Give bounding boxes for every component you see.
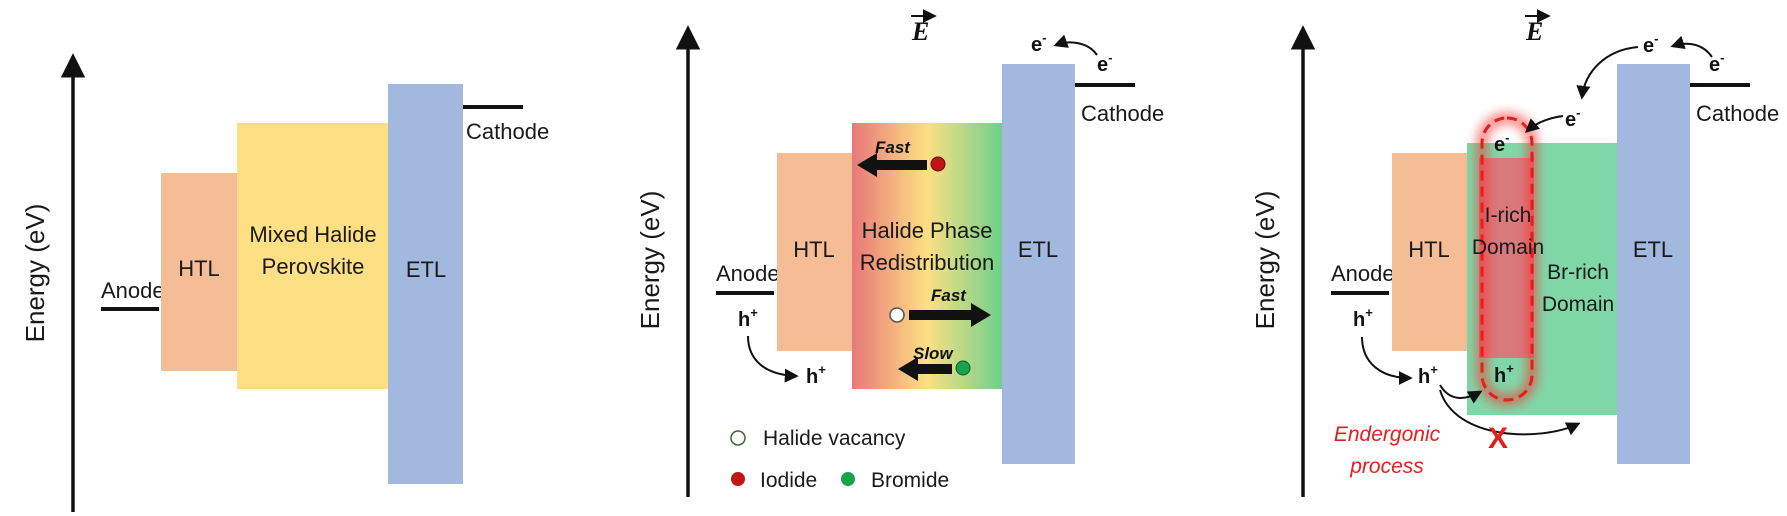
electric-field-vector: E [911, 9, 937, 46]
etl-label: ETL [1018, 237, 1058, 262]
right-arrow-icon [909, 303, 991, 327]
hole-trapped: h+ [1494, 361, 1514, 387]
legend-bromide-marker [841, 472, 855, 486]
endergonic-label-line1: Endergonic [1334, 423, 1441, 446]
electron-etl: e- [1643, 31, 1658, 57]
redistribution-label-line1: Halide Phase [862, 218, 993, 243]
hole-transfer-arrow [1361, 336, 1413, 385]
panel-3-phase-segregation: Energy (eV) E Anode HTL I-rich Domain Br… [1250, 9, 1779, 497]
energy-axis-label: Energy (eV) [20, 204, 50, 343]
blocked-transfer-arrow [1439, 389, 1581, 436]
energy-axis-label: Energy (eV) [1250, 191, 1280, 330]
i-rich-label-line1: I-rich [1485, 204, 1532, 227]
electron-interface: e- [1565, 105, 1580, 131]
electron-etl: e- [1031, 30, 1046, 56]
htl-block [777, 153, 852, 351]
anode-label: Anode [716, 261, 780, 286]
svg-text:Fast: Fast [931, 286, 967, 305]
legend-vacancy-label: Halide vacancy [763, 427, 906, 450]
etl-label: ETL [1633, 237, 1673, 262]
hole-anode: h+ [1353, 305, 1373, 331]
left-arrow-icon [857, 153, 927, 177]
vacancy-fast-migration: Fast [889, 286, 991, 327]
htl-label: HTL [793, 237, 835, 262]
iodide-fast-migration: Fast [857, 138, 946, 177]
bromide-ion [955, 360, 971, 376]
halide-vacancy [889, 307, 905, 323]
electron-transfer-arrow [1670, 35, 1713, 58]
hole-transfer-arrow [747, 335, 799, 383]
svg-text:Fast: Fast [875, 138, 911, 157]
htl-label: HTL [1408, 237, 1450, 262]
cathode-label: Cathode [1696, 101, 1779, 126]
i-rich-label-line2: Domain [1472, 236, 1544, 259]
etl-block [1002, 64, 1075, 464]
legend: Halide vacancy Iodide Bromide [730, 427, 949, 492]
legend-iodide-marker [731, 472, 745, 486]
electron-cathode: e- [1097, 50, 1112, 76]
cathode-label: Cathode [466, 119, 549, 144]
hole-htl: h+ [806, 362, 826, 388]
etl-label: ETL [406, 257, 446, 282]
hole-trap-arrow [1439, 384, 1483, 404]
endergonic-label-line2: process [1349, 455, 1424, 478]
legend-bromide-label: Bromide [871, 469, 949, 492]
redistribution-label-line2: Redistribution [860, 250, 995, 275]
br-rich-label-line2: Domain [1542, 293, 1614, 316]
electron-cathode: e- [1709, 50, 1724, 76]
bromide-slow-migration: Slow [898, 344, 971, 381]
electron-trap-arrow [1524, 115, 1564, 133]
legend-vacancy-marker [730, 430, 746, 446]
legend-iodide-label: Iodide [760, 469, 817, 492]
electron-transfer-arrow [1053, 34, 1098, 56]
i-rich-highlight-outline [1480, 116, 1534, 402]
electric-field-vector: E [1525, 9, 1551, 46]
perovskite-block [237, 123, 388, 389]
etl-block [1617, 64, 1690, 464]
energy-axis-label: Energy (eV) [635, 191, 665, 330]
etl-block [388, 84, 463, 484]
htl-block [1392, 153, 1467, 351]
svg-text:E: E [911, 17, 929, 46]
htl-label: HTL [178, 256, 220, 281]
anode-label: Anode [1331, 261, 1395, 286]
hole-htl: h+ [1418, 362, 1438, 388]
htl-block [161, 173, 237, 371]
br-rich-label-line1: Br-rich [1547, 261, 1609, 284]
anode-label: Anode [101, 278, 165, 303]
electron-trapped: e- [1494, 130, 1509, 156]
perovskite-label-line2: Perovskite [262, 254, 365, 279]
cathode-label: Cathode [1081, 101, 1164, 126]
svg-text:E: E [1525, 17, 1543, 46]
left-arrow-icon [898, 357, 952, 381]
panel-1-baseline: Energy (eV) Anode HTL Mixed Halide Perov… [20, 53, 549, 512]
panel-2-redistribution: Energy (eV) E Anode HTL Halide Phase Red… [635, 9, 1164, 497]
electron-down-arrow [1576, 46, 1639, 100]
blocked-x-icon: X [1488, 422, 1508, 455]
iodide-ion [930, 156, 946, 172]
svg-text:Slow: Slow [913, 344, 954, 363]
hole-anode: h+ [738, 305, 758, 331]
perovskite-label-line1: Mixed Halide [249, 222, 376, 247]
i-rich-domain-block [1479, 158, 1534, 358]
